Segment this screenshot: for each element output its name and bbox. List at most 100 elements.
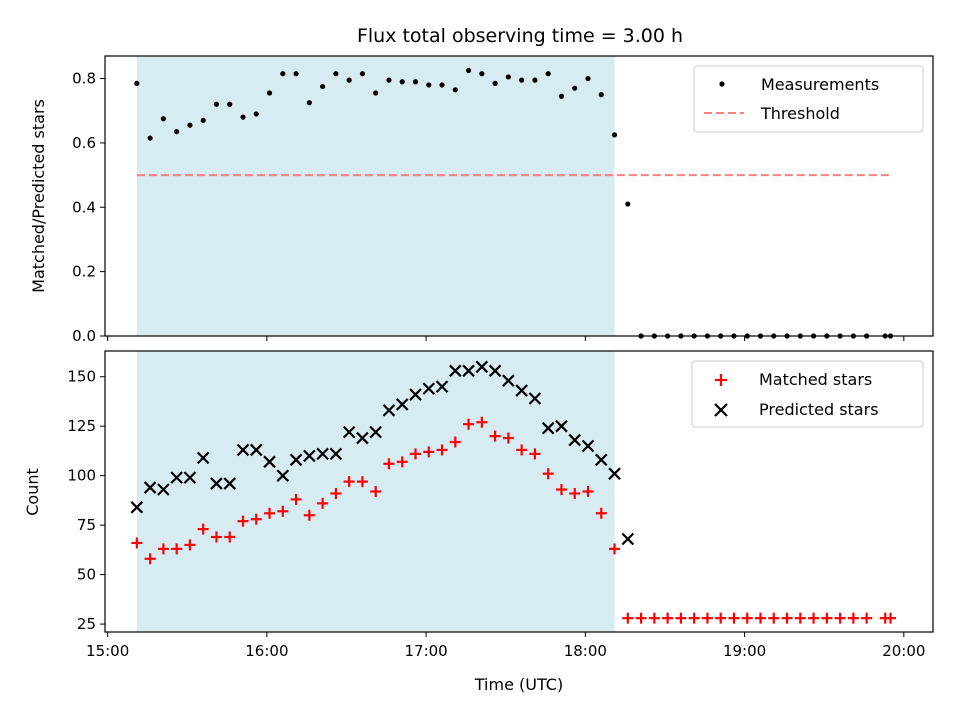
measurement-point (412, 79, 419, 85)
matched-star-marker (250, 513, 262, 525)
matched-star-marker (834, 612, 846, 624)
measurement-point (452, 87, 458, 93)
legend-label-measurements: Measurements (761, 75, 879, 94)
matched-star-marker (715, 612, 727, 624)
measurement-point (266, 90, 273, 96)
predicted-star-marker (409, 388, 422, 401)
predicted-star-marker (395, 398, 409, 411)
top-legend: Measurements Threshold (693, 65, 924, 133)
matched-star-marker (144, 553, 156, 565)
x-tick-label: 15:00 (86, 642, 129, 660)
predicted-star-stroke (223, 477, 237, 490)
matched-star-marker (542, 468, 554, 480)
top-y-tick-label: 0.8 (72, 70, 96, 88)
matched-star-marker (768, 612, 780, 624)
bottom-x-ticks: 15:00 16:00 17:00 18:00 19:00 20:00 (86, 632, 925, 660)
predicted-star-stroke (475, 360, 489, 374)
measurement-point (346, 77, 352, 83)
matched-star-marker (370, 486, 382, 497)
predicted-star-marker (488, 364, 502, 378)
matched-star-marker (635, 612, 647, 624)
predicted-star-stroke (488, 364, 502, 378)
measurement-point (426, 82, 432, 88)
predicted-star-marker (528, 392, 542, 405)
predicted-star-stroke (249, 443, 263, 457)
matched-star-marker (224, 531, 236, 543)
predicted-star-marker (581, 439, 595, 453)
matched-star-marker (237, 515, 249, 527)
measurement-point (572, 85, 578, 91)
top-y-tick-label: 0.4 (72, 198, 96, 216)
legend-label-matched-stars: Matched stars (759, 370, 872, 389)
matched-star-marker (847, 612, 859, 624)
measurement-point (439, 82, 445, 88)
matched-star-marker (609, 543, 621, 555)
predicted-star-marker (515, 384, 528, 397)
measurement-point (320, 83, 326, 90)
legend-marker-predicted-stars (714, 403, 728, 417)
matched-star-marker (396, 456, 408, 468)
matched-star-marker (781, 612, 793, 624)
measurement-point (359, 71, 366, 77)
measurement-point (240, 114, 246, 120)
top-observing-window (136, 56, 615, 336)
predicted-star-marker (196, 451, 210, 465)
matched-star-marker (343, 476, 355, 488)
predicted-star-marker (356, 431, 369, 445)
measurement-point (293, 71, 299, 77)
measurement-point (399, 79, 405, 85)
predicted-star-stroke (170, 471, 183, 484)
bottom-y-axis-label: Count (23, 468, 42, 516)
matched-star-marker (423, 446, 435, 458)
matched-star-marker (808, 612, 820, 624)
bottom-plot-area (130, 360, 897, 624)
predicted-star-stroke (568, 433, 582, 447)
matched-star-marker (821, 612, 833, 624)
measurement-point (611, 132, 618, 138)
predicted-star-marker (316, 447, 329, 461)
matched-star-marker (197, 523, 209, 535)
predicted-star-stroke (342, 425, 356, 439)
predicted-star-marker (502, 374, 515, 387)
x-tick-label: 19:00 (723, 642, 766, 660)
matched-star-marker (277, 505, 289, 517)
measurement-point (333, 71, 339, 77)
measurement-point (465, 67, 472, 74)
x-tick-label: 17:00 (404, 642, 447, 660)
bottom-panel: 25 50 75 100 125 150 15:00 16:00 17:00 18:00 19:0… (23, 350, 934, 694)
measurement-point (585, 75, 591, 82)
x-axis-label: Time (UTC) (474, 675, 563, 694)
matched-star-marker (489, 430, 501, 442)
matched-star-marker (582, 486, 594, 497)
predicted-star-stroke (462, 364, 475, 378)
measurement-point (200, 117, 206, 123)
predicted-star-marker (276, 469, 290, 482)
predicted-star-stroke (581, 439, 595, 453)
measurement-point (187, 122, 193, 128)
matched-star-marker (885, 612, 897, 624)
measurement-point (532, 77, 538, 83)
predicted-star-stroke (382, 404, 396, 417)
predicted-star-stroke (210, 477, 223, 490)
matched-star-marker (317, 497, 329, 509)
predicted-star-marker (249, 443, 263, 457)
matched-star-marker (463, 418, 475, 430)
matched-star-marker (675, 612, 687, 624)
matched-star-marker (131, 537, 143, 549)
predicted-star-marker (449, 364, 462, 378)
predicted-star-marker (236, 443, 250, 457)
top-y-tick-label: 0.2 (72, 263, 96, 281)
matched-star-marker (264, 507, 276, 519)
predicted-star-stroke (236, 443, 250, 457)
matched-star-marker (688, 612, 700, 624)
measurement-point (174, 129, 180, 135)
bottom-y-tick-label: 125 (67, 417, 96, 435)
predicted-star-stroke (395, 398, 409, 411)
matched-star-marker (648, 612, 660, 624)
matched-star-marker (741, 612, 753, 624)
predicted-star-marker (608, 467, 621, 480)
bottom-legend: Matched stars Predicted stars (691, 360, 924, 428)
predicted-star-stroke (502, 374, 515, 387)
bottom-axes-frame (104, 350, 934, 633)
